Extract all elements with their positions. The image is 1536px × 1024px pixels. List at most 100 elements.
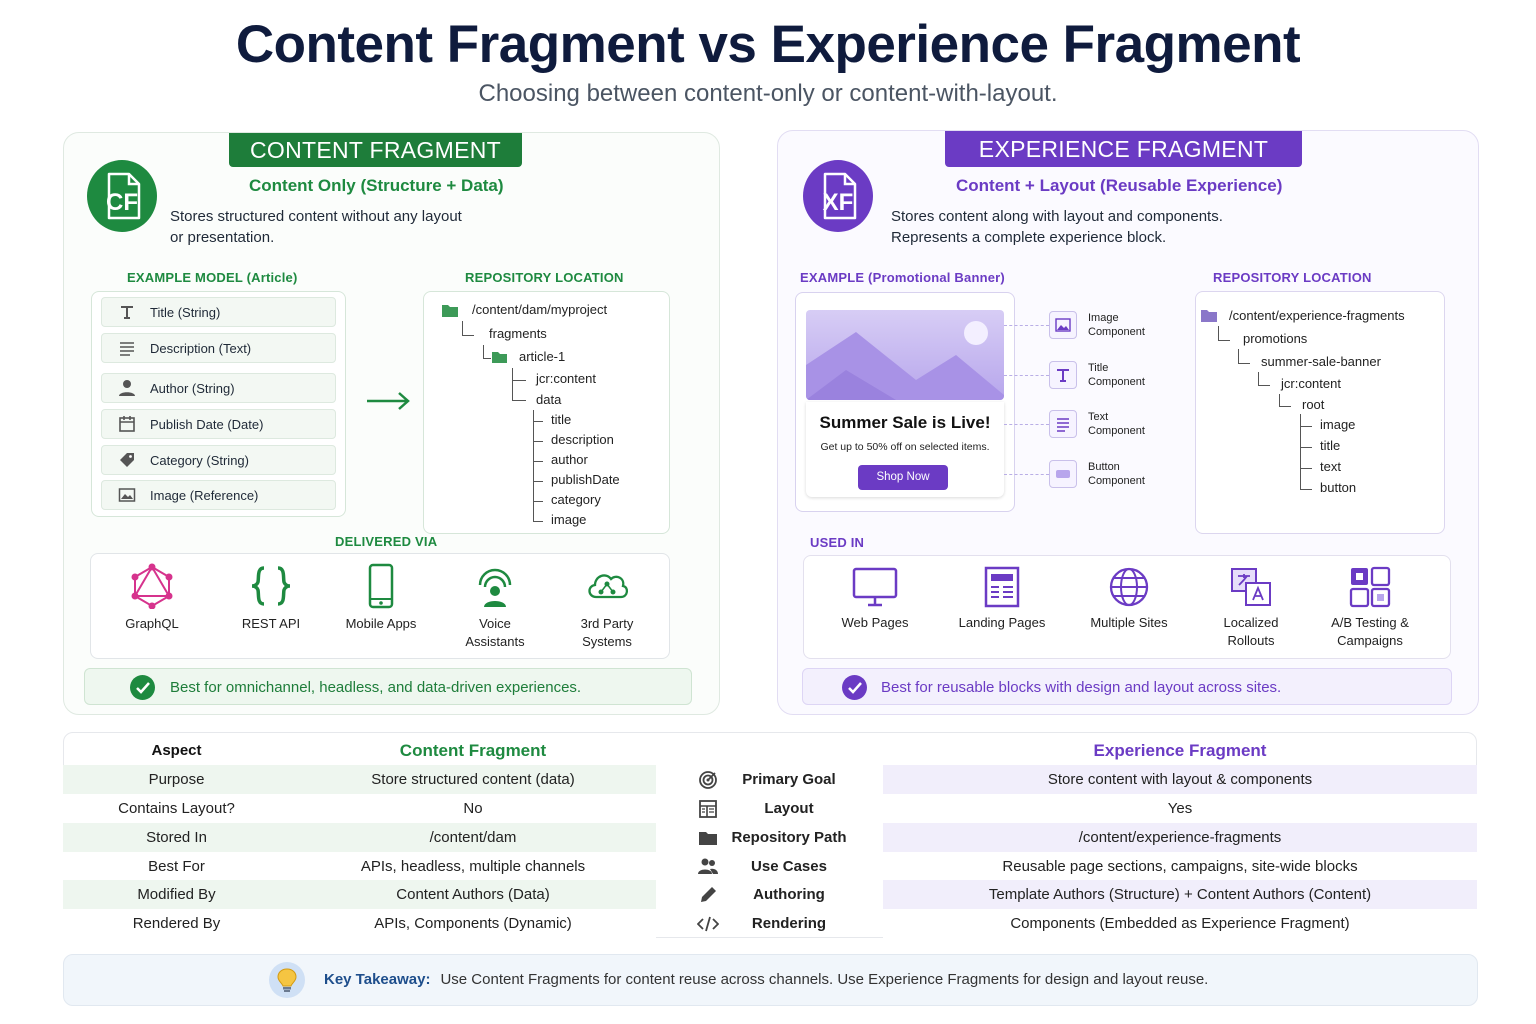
cf-cell: No bbox=[290, 794, 656, 823]
cf-subtitle: Content Only (Structure + Data) bbox=[249, 176, 504, 195]
check-circle-icon bbox=[842, 675, 867, 700]
table-header-row: Aspect Content Fragment Experience Fragm… bbox=[63, 736, 1477, 765]
tree-node: summer-sale-banner bbox=[1261, 354, 1381, 369]
component-type: Component bbox=[1088, 326, 1145, 338]
xf-repo-box bbox=[1195, 291, 1445, 534]
tree-node: image bbox=[1320, 417, 1356, 432]
xf-aspect-cell: Authoring bbox=[753, 886, 825, 903]
usage-item: Localized Rollouts bbox=[1211, 566, 1291, 650]
xf-aspect-cell: Primary Goal bbox=[742, 771, 836, 788]
tree-node: data bbox=[536, 392, 562, 407]
promo-title: Summer Sale is Live! bbox=[819, 413, 991, 432]
component-type: Component bbox=[1088, 376, 1145, 388]
takeaway-body: Use Content Fragments for content reuse … bbox=[440, 971, 1209, 988]
xf-subtitle: Content + Layout (Reusable Experience) bbox=[956, 176, 1283, 195]
xf-used-heading: USED IN bbox=[810, 535, 865, 550]
aspect-cell: Rendered By bbox=[63, 909, 290, 938]
tree-node: author bbox=[551, 452, 588, 467]
lightbulb-icon bbox=[269, 962, 305, 998]
code-icon bbox=[690, 909, 726, 938]
tree-node: text bbox=[1320, 459, 1341, 474]
delivery-channel: GraphQL bbox=[112, 563, 192, 633]
field-label: Publish Date (Date) bbox=[150, 416, 264, 432]
component-name: Image bbox=[1088, 312, 1119, 324]
xf-repo-heading: REPOSITORY LOCATION bbox=[1213, 270, 1372, 285]
usage-label: Localized Rollouts bbox=[1223, 615, 1279, 648]
model-field: Category (String) bbox=[101, 445, 336, 475]
tree-node: title bbox=[551, 412, 572, 427]
graphql-icon bbox=[131, 563, 173, 609]
monitor-icon bbox=[852, 567, 898, 607]
xf-aspect-cell: Layout bbox=[764, 800, 814, 817]
usage-item: Web Pages bbox=[830, 566, 920, 632]
users-icon bbox=[690, 852, 726, 880]
xf-example-heading: EXAMPLE (Promotional Banner) bbox=[800, 270, 1005, 285]
calendar-icon bbox=[116, 415, 138, 433]
usage-label: Web Pages bbox=[841, 615, 909, 630]
folder-icon bbox=[442, 305, 458, 317]
shop-now-button[interactable]: Shop Now bbox=[858, 465, 948, 490]
tree-node: jcr:content bbox=[1281, 376, 1341, 391]
lines-icon bbox=[116, 339, 138, 357]
model-field: Publish Date (Date) bbox=[101, 409, 336, 439]
channel-label: Voice Assistants bbox=[465, 616, 525, 649]
cf-logo-text: CF bbox=[106, 189, 138, 216]
person-icon bbox=[116, 379, 138, 397]
table-row: Stored In/content/dam Repository Path/con… bbox=[63, 823, 1477, 852]
lines-icon bbox=[1049, 410, 1077, 438]
cf-file-icon: CF bbox=[87, 160, 157, 232]
cf-example-heading: EXAMPLE MODEL (Article) bbox=[127, 270, 298, 285]
aspect-cell: Purpose bbox=[63, 765, 290, 794]
component-item: Title Component bbox=[1049, 361, 1179, 389]
cf-repo-box bbox=[423, 291, 670, 534]
table-row: Rendered By APIs, Components (Dynamic) Ren… bbox=[63, 909, 1477, 938]
mobile-icon bbox=[368, 563, 394, 609]
field-label: Image (Reference) bbox=[150, 487, 259, 503]
tree-node: title bbox=[1320, 438, 1341, 453]
xf-cell: Reusable page sections, campaigns, site-… bbox=[883, 852, 1477, 880]
channel-label: REST API bbox=[241, 616, 301, 631]
delivery-channel: REST API bbox=[231, 563, 311, 633]
aspect-cell: Best For bbox=[63, 852, 290, 880]
table-row: Contains Layout? No Layout Yes bbox=[63, 794, 1477, 823]
usage-item: Landing Pages bbox=[952, 566, 1052, 632]
target-icon bbox=[690, 765, 726, 794]
usage-label: Multiple Sites bbox=[1090, 615, 1168, 630]
takeaway-label: Key Takeaway: bbox=[324, 971, 431, 988]
component-name: Button bbox=[1088, 461, 1120, 473]
cf-best-for: Best for omnichannel, headless, and data… bbox=[84, 668, 692, 705]
usage-label: A/B Testing & Campaigns bbox=[1331, 615, 1409, 648]
experience-fragment-banner: EXPERIENCE FRAGMENT bbox=[945, 131, 1302, 167]
cf-description: Stores structured content without any la… bbox=[170, 208, 462, 246]
cf-model-box bbox=[91, 291, 346, 517]
braces-icon bbox=[251, 566, 291, 606]
button-icon bbox=[1049, 460, 1077, 488]
cf-repo-heading: REPOSITORY LOCATION bbox=[465, 270, 624, 285]
component-item: Text Component bbox=[1049, 410, 1179, 438]
tag-icon bbox=[116, 451, 138, 469]
usage-item: Multiple Sites bbox=[1079, 566, 1179, 632]
component-item: Image Component bbox=[1049, 311, 1179, 339]
folder-icon bbox=[492, 352, 507, 363]
field-label: Author (String) bbox=[150, 380, 235, 396]
tree-node: fragments bbox=[489, 326, 547, 341]
pencil-icon bbox=[690, 880, 726, 909]
cf-cell: APIs, Components (Dynamic) bbox=[290, 909, 656, 938]
xf-cell: Yes bbox=[883, 794, 1477, 823]
translate-icon bbox=[1231, 568, 1271, 606]
tree-node: promotions bbox=[1243, 331, 1308, 346]
text-type-icon bbox=[1049, 361, 1077, 389]
xf-aspect-cell: Use Cases bbox=[751, 857, 827, 875]
tree-node: category bbox=[551, 492, 601, 507]
promo-hero-image bbox=[806, 310, 1004, 400]
model-field: Description (Text) bbox=[101, 333, 336, 363]
component-type: Component bbox=[1088, 475, 1145, 487]
layout-icon bbox=[690, 794, 726, 823]
tree-node: button bbox=[1320, 480, 1357, 495]
page-subtitle: Choosing between content-only or content… bbox=[478, 80, 1058, 107]
aspect-cell: Contains Layout? bbox=[63, 794, 290, 823]
header-aspect: Aspect bbox=[151, 742, 202, 759]
xf-cell: /content/experience-fragments bbox=[883, 823, 1477, 852]
cf-cell: Store structured content (data) bbox=[290, 765, 656, 794]
component-item: Button Component bbox=[1049, 460, 1179, 488]
